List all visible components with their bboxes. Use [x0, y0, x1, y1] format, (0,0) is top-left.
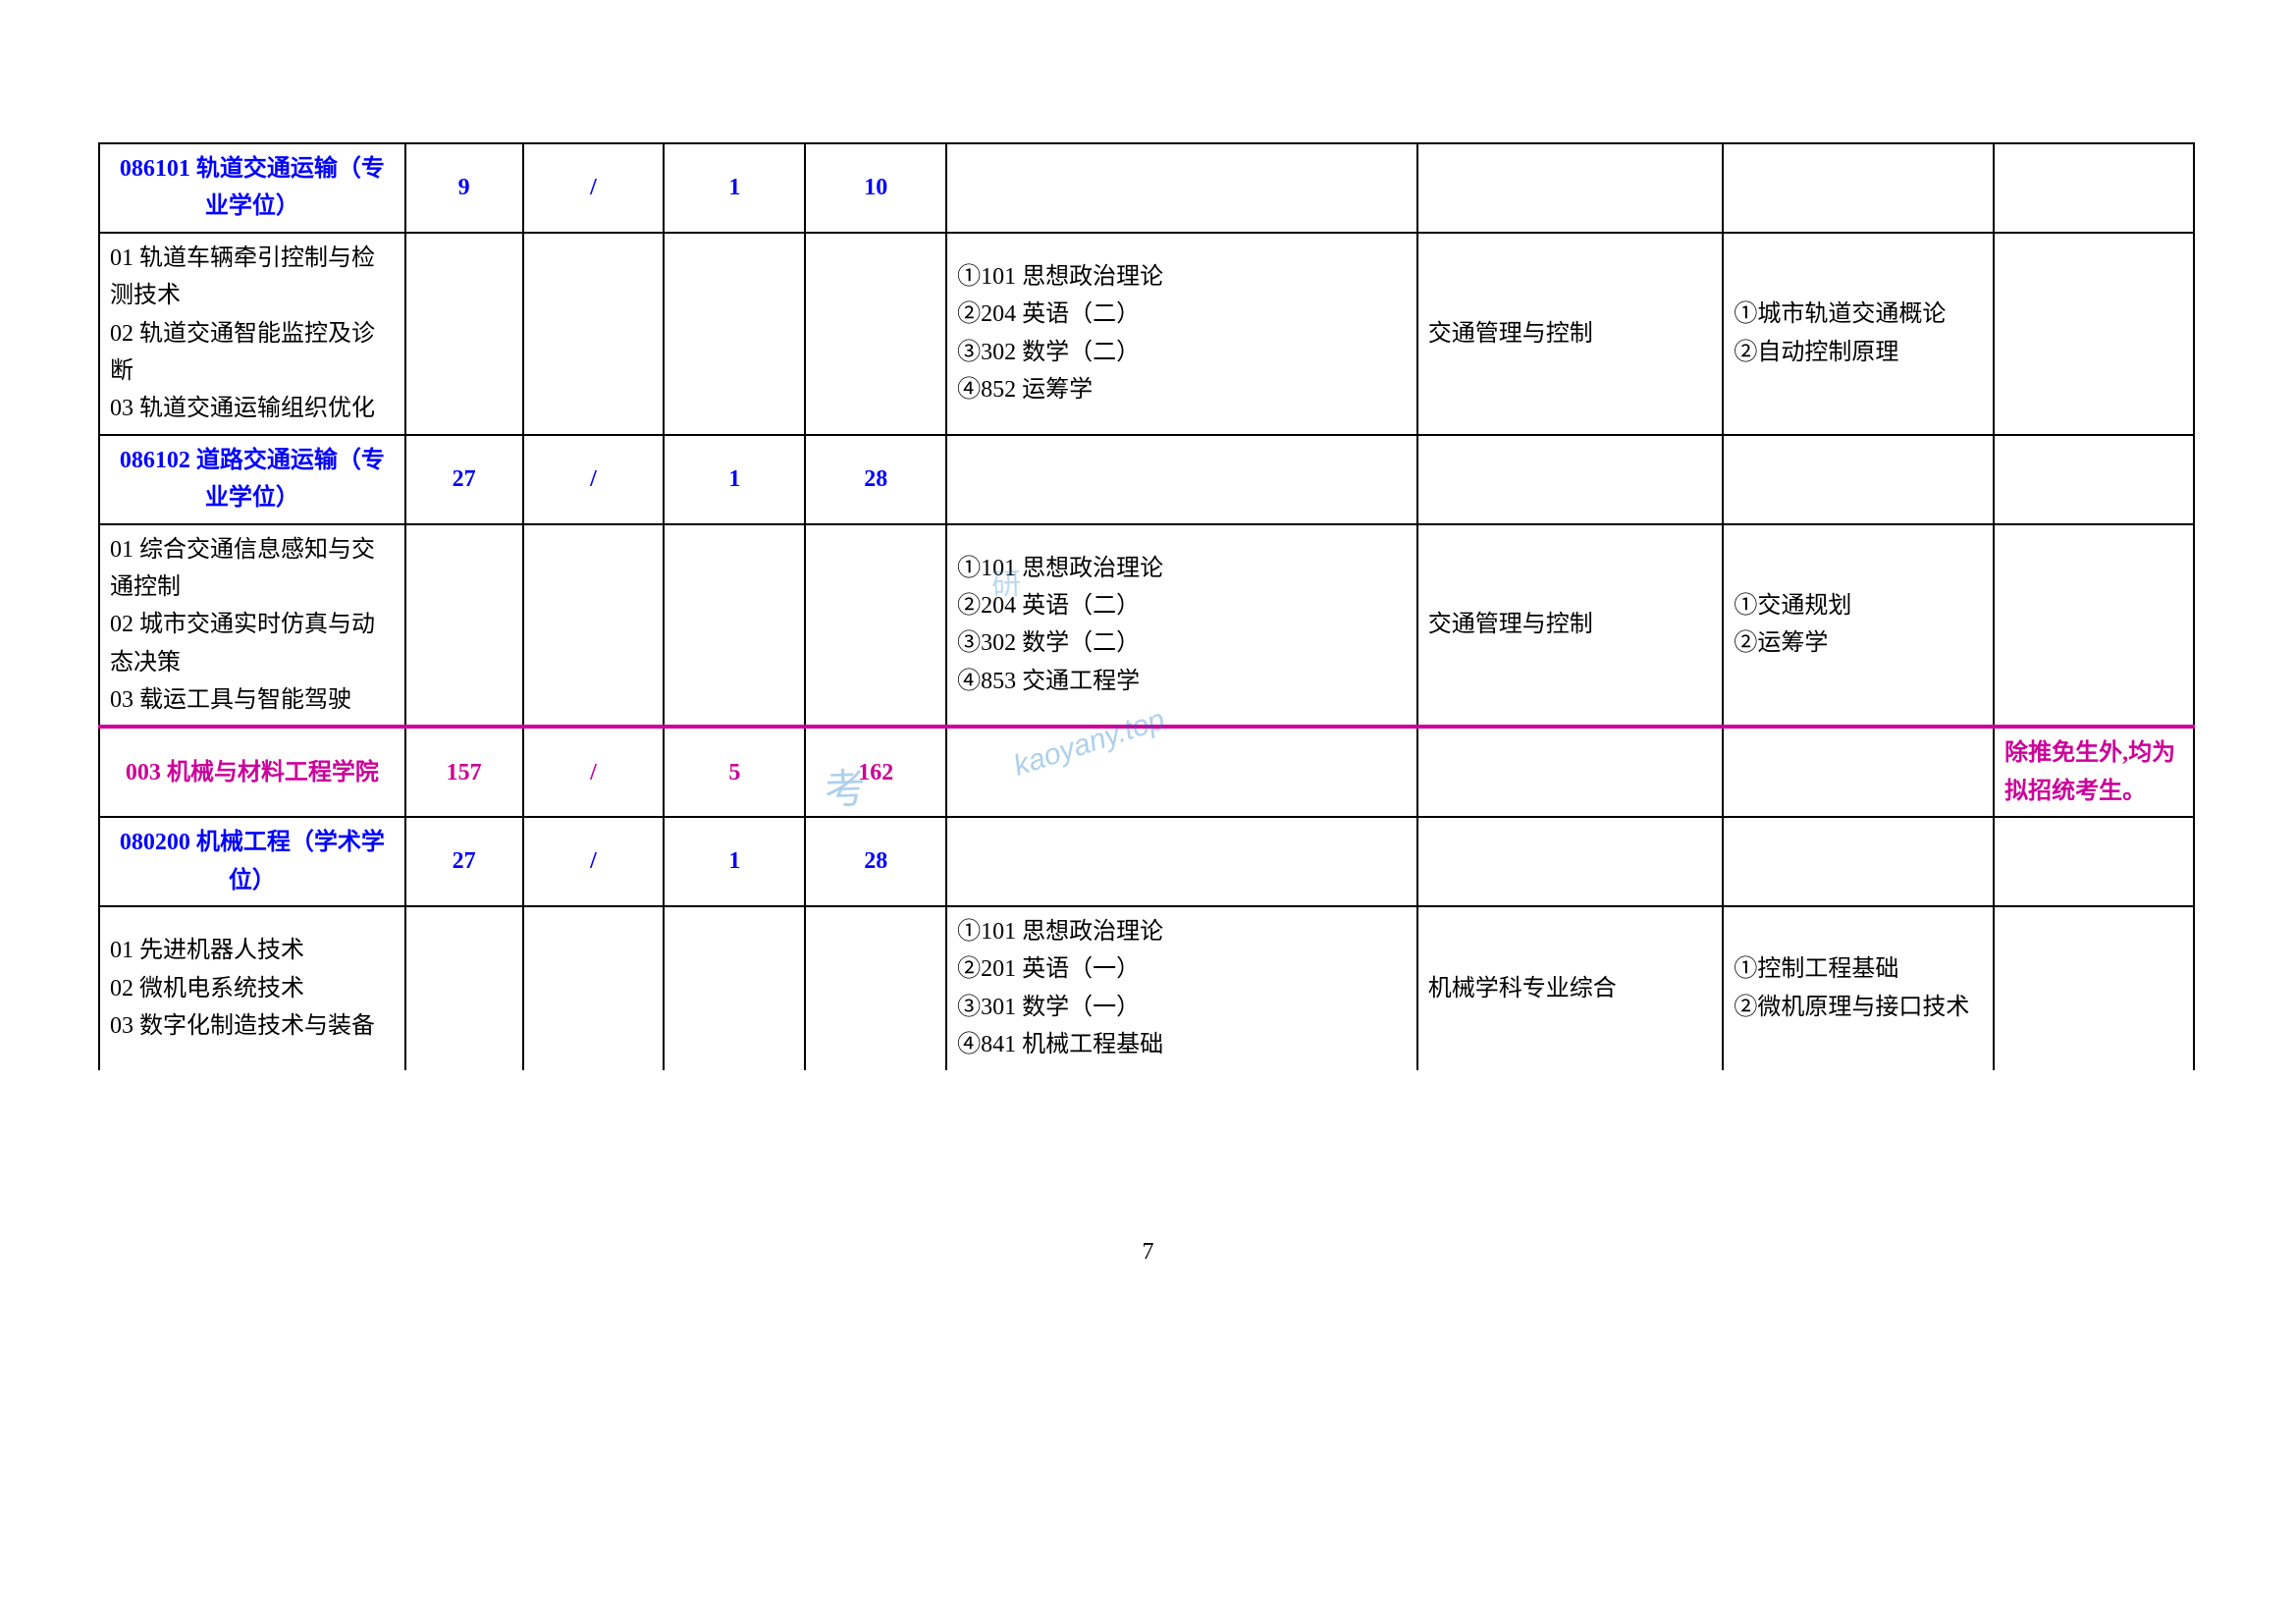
cell-major: 080200 机械工程（学术学位） [99, 817, 405, 906]
cell-num: 157 [405, 727, 523, 817]
cell-num: / [523, 817, 665, 906]
cell-note [1994, 817, 2194, 906]
cell-num [664, 906, 805, 1071]
cell-major: 086102 道路交通运输（专业学位） [99, 435, 405, 524]
cell-note: 除推免生外,均为拟招统考生。 [1994, 727, 2194, 817]
cell-subjects [946, 435, 1417, 524]
cell-num: 9 [405, 143, 523, 233]
page: 086101 轨道交通运输（专业学位） 9 / 1 10 01 轨道车辆牵引控制… [0, 0, 2296, 1624]
cell-num: 162 [805, 727, 946, 817]
cell-note [1994, 906, 2194, 1071]
cell-num: / [523, 727, 665, 817]
cell-num [405, 524, 523, 728]
table-row: 086102 道路交通运输（专业学位） 27 / 1 28 [99, 435, 2194, 524]
cell-num: 27 [405, 817, 523, 906]
cell-num: 28 [805, 817, 946, 906]
cell-directions: 01 综合交通信息感知与交通控制02 城市交通实时仿真与动态决策03 载运工具与… [99, 524, 405, 728]
cell-num [405, 233, 523, 435]
cell-extra [1723, 817, 1994, 906]
cell-extra [1723, 727, 1994, 817]
cell-extra [1723, 143, 1994, 233]
cell-num [405, 906, 523, 1071]
cell-directions: 01 先进机器人技术02 微机电系统技术03 数字化制造技术与装备 [99, 906, 405, 1071]
cell-num: 1 [664, 817, 805, 906]
table-row: 01 先进机器人技术02 微机电系统技术03 数字化制造技术与装备 ①101 思… [99, 906, 2194, 1071]
cell-num [523, 524, 665, 728]
cell-note [1994, 435, 2194, 524]
cell-num: 10 [805, 143, 946, 233]
cell-subjects [946, 817, 1417, 906]
cell-num: 27 [405, 435, 523, 524]
cell-extra: ①交通规划②运筹学 [1723, 524, 1994, 728]
cell-extra: ①控制工程基础②微机原理与接口技术 [1723, 906, 1994, 1071]
cell-extra [1723, 435, 1994, 524]
cell-retest [1417, 143, 1724, 233]
cell-retest [1417, 727, 1724, 817]
cell-extra: ①城市轨道交通概论②自动控制原理 [1723, 233, 1994, 435]
table-row: 086101 轨道交通运输（专业学位） 9 / 1 10 [99, 143, 2194, 233]
cell-num: 1 [664, 435, 805, 524]
cell-retest: 机械学科专业综合 [1417, 906, 1724, 1071]
catalog-table: 086101 轨道交通运输（专业学位） 9 / 1 10 01 轨道车辆牵引控制… [98, 142, 2195, 1072]
cell-subjects: ①101 思想政治理论②204 英语（二）③302 数学（二）④852 运筹学 [946, 233, 1417, 435]
cell-retest [1417, 435, 1724, 524]
page-number: 7 [0, 1239, 2296, 1266]
cell-subjects: ①101 思想政治理论②204 英语（二）③302 数学（二）④853 交通工程… [946, 524, 1417, 728]
cell-num: / [523, 143, 665, 233]
table-row: 01 轨道车辆牵引控制与检测技术02 轨道交通智能监控及诊断03 轨道交通运输组… [99, 233, 2194, 435]
cell-num: 28 [805, 435, 946, 524]
cell-num [664, 233, 805, 435]
cell-subjects [946, 143, 1417, 233]
cell-retest: 交通管理与控制 [1417, 233, 1724, 435]
cell-retest: 交通管理与控制 [1417, 524, 1724, 728]
cell-school: 003 机械与材料工程学院 [99, 727, 405, 817]
table-row-section: 003 机械与材料工程学院 157 / 5 162 除推免生外,均为拟招统考生。 [99, 727, 2194, 817]
cell-directions: 01 轨道车辆牵引控制与检测技术02 轨道交通智能监控及诊断03 轨道交通运输组… [99, 233, 405, 435]
cell-num [523, 906, 665, 1071]
cell-num [805, 524, 946, 728]
cell-note [1994, 233, 2194, 435]
cell-num [664, 524, 805, 728]
cell-num [805, 233, 946, 435]
cell-num: 1 [664, 143, 805, 233]
table-row: 01 综合交通信息感知与交通控制02 城市交通实时仿真与动态决策03 载运工具与… [99, 524, 2194, 728]
cell-note [1994, 524, 2194, 728]
cell-note [1994, 143, 2194, 233]
cell-subjects [946, 727, 1417, 817]
cell-num: / [523, 435, 665, 524]
cell-retest [1417, 817, 1724, 906]
table-row: 080200 机械工程（学术学位） 27 / 1 28 [99, 817, 2194, 906]
cell-num: 5 [664, 727, 805, 817]
cell-num [523, 233, 665, 435]
cell-num [805, 906, 946, 1071]
cell-subjects: ①101 思想政治理论②201 英语（一）③301 数学（一）④841 机械工程… [946, 906, 1417, 1071]
cell-major: 086101 轨道交通运输（专业学位） [99, 143, 405, 233]
